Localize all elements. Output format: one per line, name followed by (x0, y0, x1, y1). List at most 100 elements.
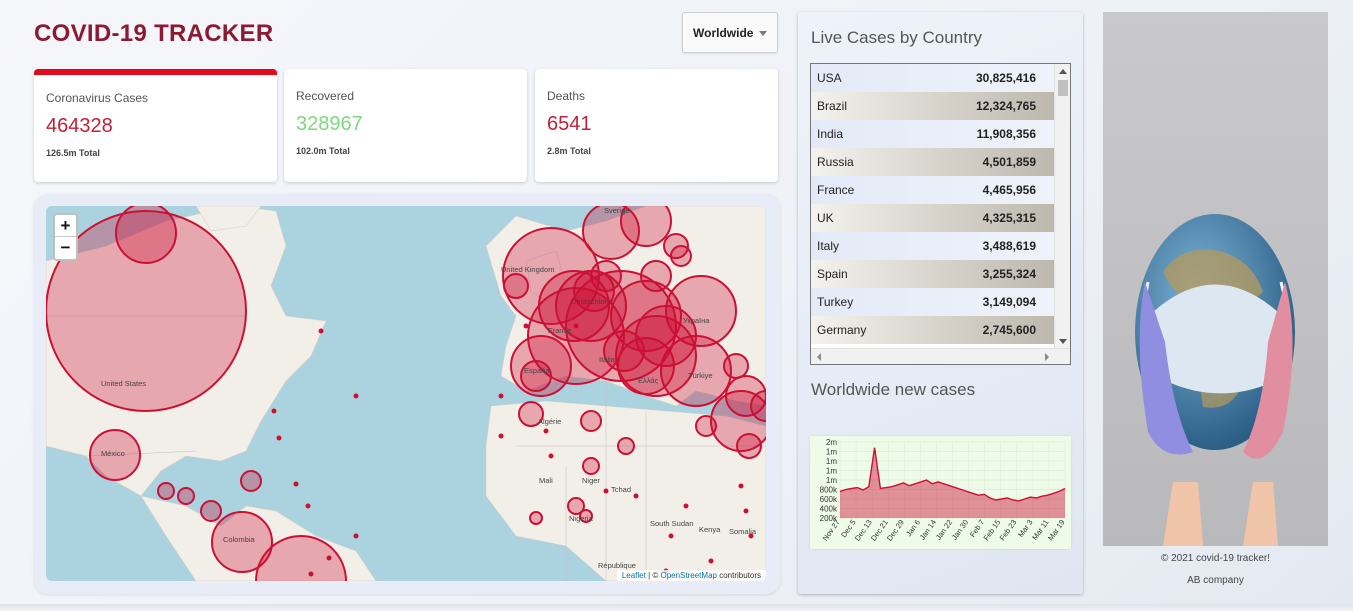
case-circle[interactable] (736, 433, 762, 459)
scroll-down-icon[interactable] (1059, 339, 1067, 344)
table-horizontal-scrollbar[interactable] (811, 348, 1070, 364)
case-dot[interactable] (276, 435, 282, 441)
table-row[interactable]: Spain 3,255,324 (811, 260, 1054, 288)
map-label: Deutschland (571, 297, 613, 306)
case-dot[interactable] (543, 428, 549, 434)
case-circle[interactable] (603, 330, 645, 372)
case-circle[interactable] (520, 360, 552, 392)
table-row[interactable]: India 11,908,356 (811, 120, 1054, 148)
case-dot[interactable] (603, 488, 609, 494)
case-circle[interactable] (573, 270, 615, 312)
case-circle[interactable] (538, 270, 610, 342)
case-circle[interactable] (750, 390, 766, 422)
country-cases: 4,325,315 (982, 211, 1036, 225)
case-dot[interactable] (498, 393, 504, 399)
table-row[interactable]: UK 4,325,315 (811, 204, 1054, 232)
table-vertical-scrollbar[interactable] (1054, 64, 1070, 349)
zoom-out-button[interactable]: − (60, 238, 71, 257)
case-circle[interactable] (617, 437, 635, 455)
scroll-thumb[interactable] (1058, 80, 1068, 96)
country-table[interactable]: USA 30,825,416 Brazil 12,324,765 India 11,908… (810, 63, 1071, 365)
case-dot[interactable] (498, 433, 504, 439)
osm-link[interactable]: OpenStreetMap (660, 571, 717, 580)
case-dot[interactable] (633, 493, 639, 499)
case-circle[interactable] (518, 401, 544, 427)
map-canvas: United States México Colombia United Kin… (46, 206, 766, 581)
table-row[interactable]: USA 30,825,416 (811, 64, 1054, 92)
map-label: Somalia (729, 527, 757, 536)
case-dot[interactable] (308, 571, 314, 577)
case-dot[interactable] (353, 393, 359, 399)
cases-card-total: 126.5m Total (46, 148, 100, 158)
table-row[interactable]: Germany 2,745,600 (811, 316, 1054, 344)
photo-illustration (1135, 214, 1295, 546)
case-circle[interactable] (177, 487, 195, 505)
case-dot[interactable] (318, 328, 324, 334)
case-circle[interactable] (582, 457, 600, 475)
zoom-in-button[interactable]: + (55, 215, 76, 237)
case-circle[interactable] (510, 335, 572, 397)
case-dot[interactable] (326, 555, 332, 561)
case-circle[interactable] (255, 535, 347, 581)
case-circle[interactable] (710, 390, 766, 452)
case-dot[interactable] (708, 558, 714, 564)
y-tick-label: 800k (820, 486, 838, 495)
case-circle[interactable] (610, 280, 682, 352)
case-circle[interactable] (665, 275, 737, 347)
case-dot[interactable] (743, 508, 749, 514)
case-circle[interactable] (527, 287, 625, 385)
case-circle[interactable] (582, 206, 640, 260)
case-circle[interactable] (529, 511, 543, 525)
scroll-left-icon[interactable] (817, 353, 821, 361)
case-circle[interactable] (240, 470, 262, 492)
case-circle[interactable] (46, 210, 247, 412)
case-dot[interactable] (683, 503, 689, 509)
case-circle[interactable] (580, 410, 602, 432)
table-row[interactable]: Turkey 3,149,094 (811, 288, 1054, 316)
case-circle[interactable] (89, 429, 141, 481)
case-dot[interactable] (668, 533, 674, 539)
case-dot[interactable] (738, 483, 744, 489)
case-circle[interactable] (663, 233, 689, 259)
case-circle[interactable] (567, 497, 585, 515)
country-select-value: Worldwide (693, 25, 754, 40)
case-circle[interactable] (200, 500, 222, 522)
country-cases: 3,488,619 (982, 239, 1036, 253)
case-dot[interactable] (293, 481, 299, 487)
table-row[interactable]: Russia 4,501,859 (811, 148, 1054, 176)
case-dot[interactable] (548, 453, 554, 459)
case-dot[interactable] (573, 323, 579, 329)
leaflet-link[interactable]: Leaflet (621, 571, 646, 580)
case-dot[interactable] (271, 408, 277, 414)
case-circle[interactable] (640, 260, 672, 292)
case-circle[interactable] (157, 482, 175, 500)
case-dot[interactable] (305, 503, 311, 509)
country-select[interactable]: Worldwide (682, 12, 778, 53)
chart-line (839, 447, 1066, 502)
copyright-text: © 2021 covid-19 tracker! (1160, 553, 1271, 564)
case-circle[interactable] (115, 206, 177, 264)
scroll-up-icon[interactable] (1059, 69, 1067, 74)
recovered-card[interactable]: Recovered 328967 102.0m Total (284, 69, 527, 182)
world-map[interactable]: United States México Colombia United Kin… (46, 206, 766, 581)
table-row[interactable]: France 4,465,956 (811, 176, 1054, 204)
case-circle[interactable] (579, 509, 593, 523)
case-circle[interactable] (620, 206, 672, 247)
deaths-card[interactable]: Deaths 6541 2.8m Total (535, 69, 778, 182)
case-circle[interactable] (211, 511, 273, 573)
scroll-right-icon[interactable] (1045, 353, 1049, 361)
case-dot[interactable] (353, 533, 359, 539)
case-circle[interactable] (723, 353, 749, 379)
case-dot[interactable] (523, 323, 529, 329)
case-circle[interactable] (503, 273, 529, 299)
map-label: Kenya (699, 525, 721, 534)
cases-card-title: Coronavirus Cases (46, 91, 149, 105)
case-dot[interactable] (748, 533, 754, 539)
map-label: United States (101, 379, 146, 388)
deaths-card-title: Deaths (547, 89, 586, 103)
case-circle[interactable] (725, 375, 766, 417)
table-row[interactable]: Italy 3,488,619 (811, 232, 1054, 260)
map-label: Ελλάς (638, 376, 659, 385)
cases-card[interactable]: Coronavirus Cases 464328 126.5m Total (34, 69, 277, 182)
table-row[interactable]: Brazil 12,324,765 (811, 92, 1054, 120)
